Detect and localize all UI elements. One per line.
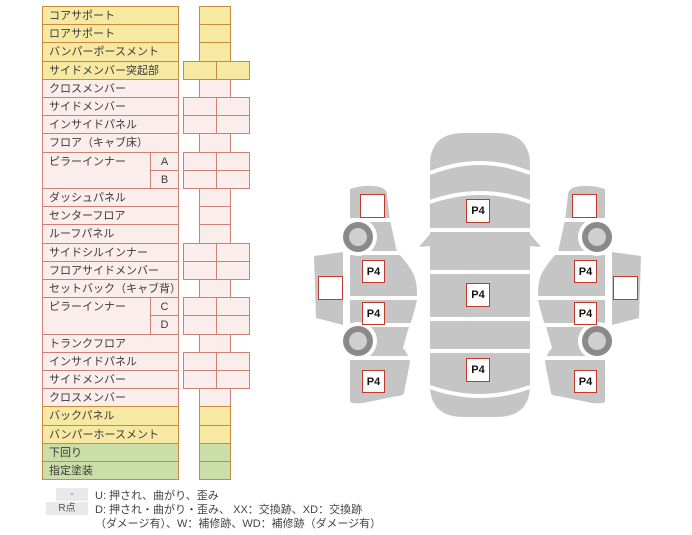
grade-cell: [199, 424, 231, 444]
part-row-label: サイドメンバー: [42, 370, 179, 390]
front-wheel: [339, 218, 377, 256]
grade-cell: [183, 242, 217, 262]
grade-cell: [183, 351, 217, 371]
grade-cell: [199, 461, 231, 481]
grade-cell: [216, 370, 250, 390]
damage-marker-right-side-front-door: P4: [574, 260, 597, 283]
car-side-view-left: [314, 185, 418, 404]
part-row-label: バンパーホースメント: [42, 424, 179, 444]
car-top-view: [419, 133, 541, 417]
grade-cell: [183, 115, 217, 135]
grade-cell: [183, 169, 217, 189]
legend-line-d2: （ダメージ有）、W：補修跡、WD：補修跡（ダメージ有）: [95, 518, 382, 530]
grade-cell: [216, 351, 250, 371]
part-row-label: サイドメンバー突起部: [42, 60, 179, 80]
grade-cell: [199, 406, 231, 426]
part-row-label: コアサポート: [42, 6, 179, 26]
grade-cell: [199, 42, 231, 62]
part-row-label: 下回り: [42, 442, 179, 462]
grade-cell: [199, 188, 231, 208]
part-row-label: サイドメンバー: [42, 97, 179, 117]
empty-marker-right-side-door-outer: [613, 276, 638, 300]
empty-marker-left-side-front-fender: [360, 194, 385, 218]
right-mirror: [530, 234, 541, 247]
part-row-label: ルーフパネル: [42, 224, 179, 244]
empty-marker-left-side-door-outer: [318, 276, 343, 300]
damage-marker-top-view-roof: P4: [466, 283, 490, 307]
grade-cell: [199, 24, 231, 44]
part-row-label: フロアサイドメンバー: [42, 260, 179, 280]
grade-cell: [216, 260, 250, 280]
part-row-label: インサイドパネル: [42, 351, 179, 371]
part-row-label: ロアサポート: [42, 24, 179, 44]
grade-cell: [183, 315, 217, 335]
part-row-label: バックパネル: [42, 406, 179, 426]
grade-cell: [199, 442, 231, 462]
part-row-sublabel: D: [150, 315, 179, 335]
part-row-label: 指定塗装: [42, 461, 179, 481]
grade-cell: [199, 279, 231, 299]
part-row-label: バンパーポースメント: [42, 42, 179, 62]
part-row-label: ピラーインナー: [42, 151, 151, 189]
legend-badge-dash: -: [56, 488, 88, 501]
grade-cell: [199, 133, 231, 153]
part-row-label: インサイドパネル: [42, 115, 179, 135]
grade-cell: [216, 315, 250, 335]
part-row-sublabel: B: [150, 169, 179, 189]
legend-badge-rpoint: R点: [46, 502, 88, 515]
part-row-label: ピラーインナー: [42, 297, 151, 335]
empty-marker-right-side-front-fender: [572, 194, 597, 218]
parts-table: コアサポート ロアサポート バンパーポースメント サイドメンバー突起部 クロスメンバーサ…: [42, 6, 292, 486]
grade-cell: [216, 60, 250, 80]
grade-cell: [216, 169, 250, 189]
grade-cell: [199, 78, 231, 98]
grade-cell: [199, 206, 231, 226]
grade-cell: [216, 97, 250, 117]
grade-cell: [183, 60, 217, 80]
panel-gaps: [429, 161, 531, 398]
car-body-top: [430, 133, 530, 417]
part-row-label: フロア（キャブ床）: [42, 133, 179, 153]
grade-cell: [216, 151, 250, 171]
left-mirror: [419, 234, 430, 247]
front-wheel: [578, 218, 616, 256]
damage-marker-right-side-rear-fender: P4: [574, 370, 597, 393]
damage-marker-left-side-front-door: P4: [362, 260, 385, 283]
legend-line-u: U: 押され、曲がり、歪み: [95, 490, 219, 502]
part-row-label: クロスメンバー: [42, 78, 179, 98]
grade-cell: [199, 333, 231, 353]
damage-marker-right-side-rear-door: P4: [574, 302, 597, 325]
rear-wheel: [578, 322, 616, 360]
damage-marker-left-side-rear-door: P4: [362, 302, 385, 325]
car-side-view-right: [537, 185, 641, 404]
part-row-label: ダッシュパネル: [42, 188, 179, 208]
grade-cell: [199, 6, 231, 26]
grade-cell: [183, 97, 217, 117]
damage-marker-top-view-hood: P4: [466, 199, 490, 223]
part-row-label: トランクフロア: [42, 333, 179, 353]
grade-cell: [183, 260, 217, 280]
part-row-label: セットバック（キャブ背）: [42, 279, 179, 299]
part-row-sublabel: A: [150, 151, 179, 171]
grade-cell: [216, 297, 250, 317]
part-row-label: クロスメンバー: [42, 388, 179, 408]
rear-wheel: [339, 322, 377, 360]
grade-cell: [199, 224, 231, 244]
part-row-sublabel: C: [150, 297, 179, 317]
legend-line-d: D: 押され・曲がり・歪み、 XX：交換跡、XD：交換跡: [95, 504, 363, 516]
damage-marker-left-side-rear-fender: P4: [362, 370, 385, 393]
grade-cell: [199, 388, 231, 408]
grade-cell: [183, 370, 217, 390]
grade-cell: [216, 242, 250, 262]
part-row-label: センターフロア: [42, 206, 179, 226]
part-row-label: サイドシルインナー: [42, 242, 179, 262]
grade-cell: [183, 297, 217, 317]
grade-cell: [216, 115, 250, 135]
damage-marker-top-view-trunk: P4: [466, 358, 490, 382]
grade-cell: [183, 151, 217, 171]
